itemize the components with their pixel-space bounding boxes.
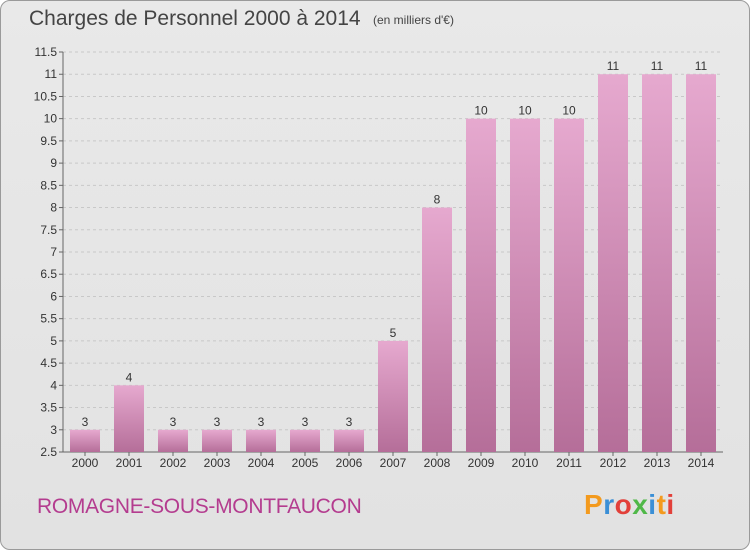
y-tick-label: 5 [50,334,57,348]
data-label: 3 [214,415,221,429]
data-label: 3 [346,415,353,429]
y-tick-label: 7.5 [40,223,57,237]
bar [466,118,496,453]
labels: 2000 3 2001 4 2002 3 2003 3 2004 3 2005 3 2006 3 2007 5… [72,59,715,470]
y-tick-label: 7 [50,245,57,259]
data-label: 3 [258,415,265,429]
x-tick-label: 2003 [204,456,231,470]
x-tick-label: 2005 [292,456,319,470]
y-tick-label: 9 [50,156,57,170]
bar [554,118,584,453]
data-label: 3 [82,415,89,429]
x-tick-label: 2014 [688,456,715,470]
x-tick-label: 2007 [380,456,407,470]
data-label: 8 [434,193,441,207]
x-tick-label: 2002 [160,456,187,470]
y-tick-label: 11 [45,67,58,81]
data-label: 3 [302,415,309,429]
y-tick-label: 6 [50,289,57,303]
data-label: 4 [126,370,133,384]
chart-unit: (en milliers d'€) [373,13,454,27]
y-tick-label: 10 [44,112,58,126]
y-tick-label: 5.5 [40,312,57,326]
y-tick-label: 3 [50,423,57,437]
logo-letter: t [656,489,667,520]
data-label: 11 [607,59,620,73]
y-tick-label: 2.5 [40,445,57,459]
bar [114,385,144,452]
x-tick-label: 2001 [116,456,143,470]
bar [334,429,364,452]
data-label: 5 [390,326,397,340]
x-tick-label: 2000 [72,456,99,470]
bar [202,429,232,452]
bar [598,74,628,452]
logo-letter: r [603,489,615,520]
logo-letter: P [584,489,604,520]
proxiti-logo: Proxiti [584,489,675,521]
y-tick-label: 4.5 [40,356,57,370]
data-label: 10 [518,104,532,118]
bar [422,207,452,452]
data-label: 10 [562,104,576,118]
x-tick-label: 2004 [248,456,275,470]
x-tick-label: 2013 [644,456,671,470]
y-tick-label: 6.5 [40,267,57,281]
x-tick-label: 2006 [336,456,363,470]
y-tick-label: 10.5 [34,89,58,103]
y-tick-label: 3.5 [40,401,57,415]
chart-title: Charges de Personnel 2000 à 2014 [29,7,361,30]
x-tick-label: 2009 [468,456,495,470]
bar [290,429,320,452]
logo-letter: i [666,489,675,520]
data-label: 3 [170,415,177,429]
commune-name: ROMAGNE-SOUS-MONTFAUCON [37,495,362,518]
y-tick-label: 9.5 [40,134,57,148]
data-label: 10 [474,104,488,118]
x-tick-label: 2008 [424,456,451,470]
bar [158,429,188,452]
bar [642,74,672,452]
logo-letter: i [648,489,657,520]
bar [686,74,716,452]
y-tick-label: 8 [50,201,57,215]
x-tick-label: 2010 [512,456,539,470]
x-tick-label: 2012 [600,456,627,470]
bar [510,118,540,453]
data-label: 11 [695,59,708,73]
bars [70,74,716,453]
bar [378,340,408,452]
y-tick-label: 11.5 [35,45,58,59]
y-tick-label: 4 [50,378,57,392]
bar [246,429,276,452]
x-tick-label: 2011 [556,456,582,470]
bar [70,429,100,452]
y-tick-label: 8.5 [40,178,57,192]
data-label: 11 [651,59,664,73]
logo-letter: x [632,489,649,520]
logo-letter: o [614,489,633,520]
